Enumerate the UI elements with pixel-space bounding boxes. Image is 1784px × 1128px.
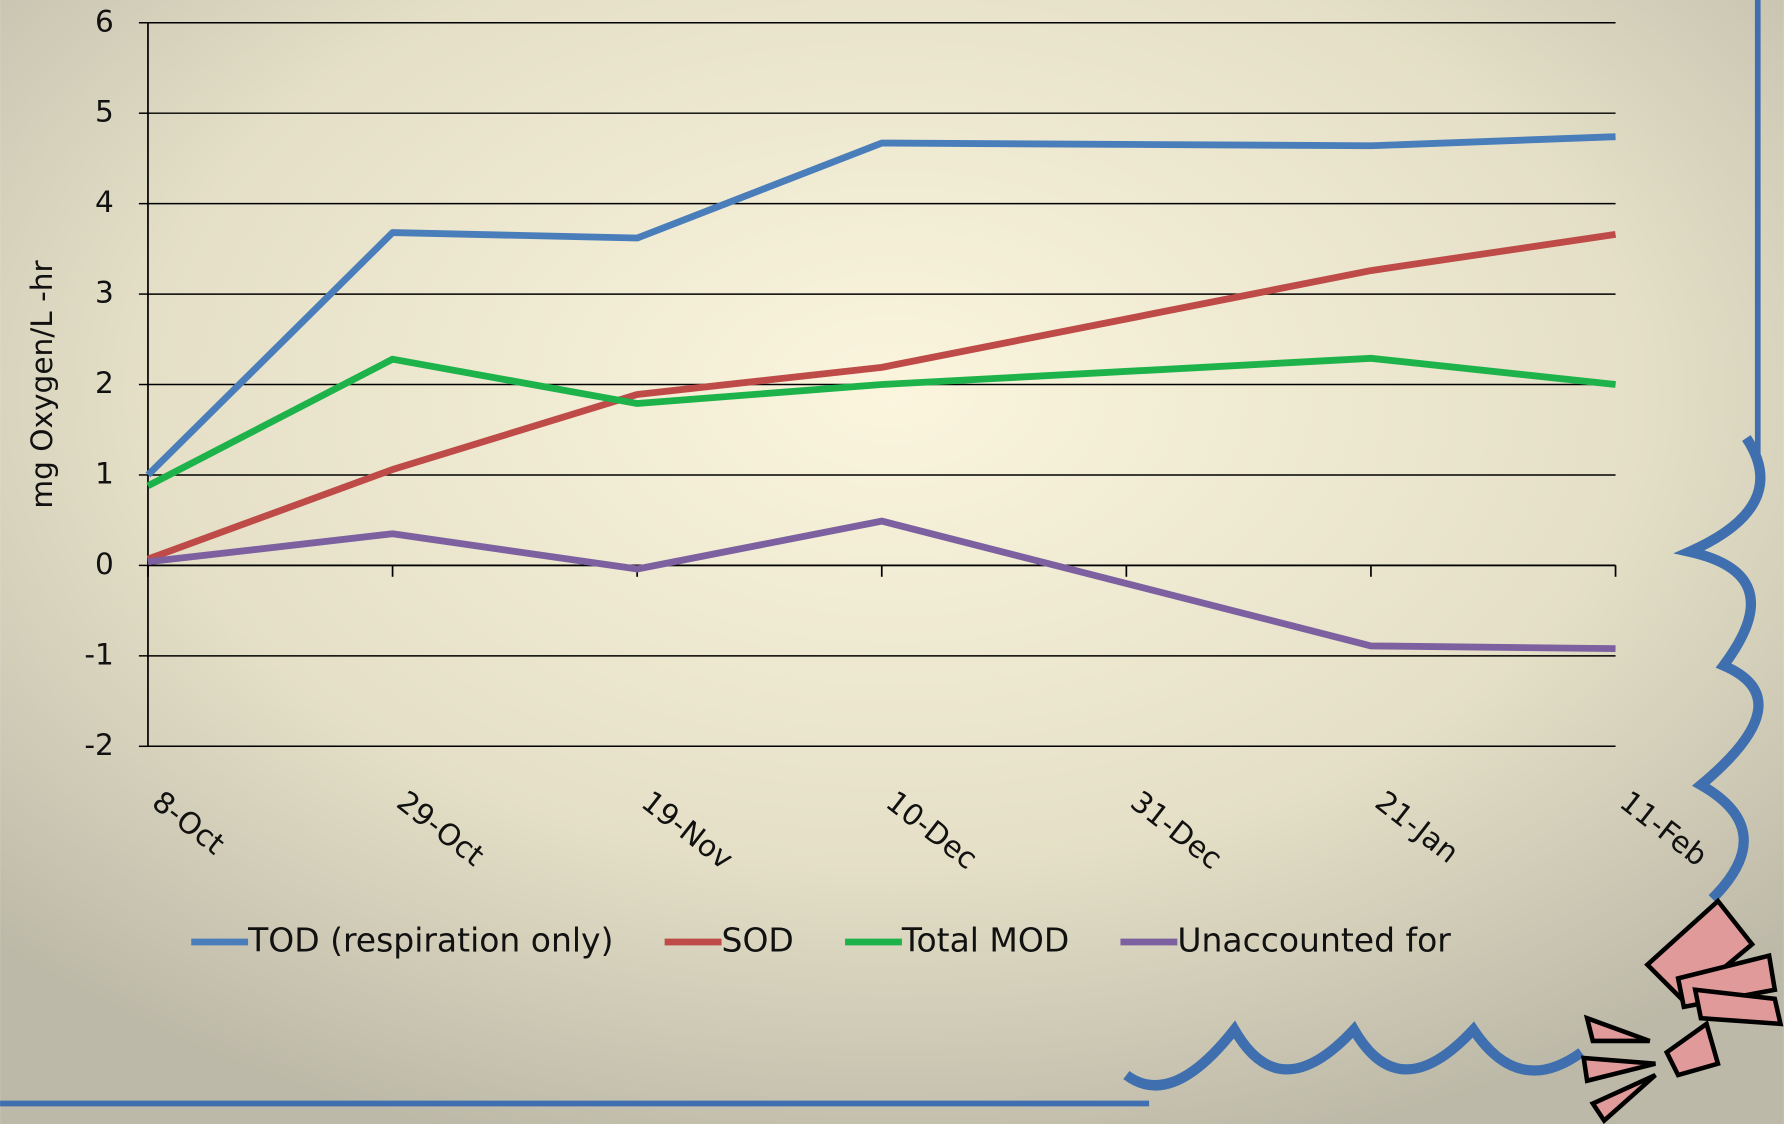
y-tick-label: -2: [84, 728, 113, 762]
legend-label: Total MOD: [901, 920, 1069, 959]
y-tick-label: 5: [95, 95, 114, 129]
legend-label: SOD: [722, 920, 794, 959]
y-tick-label: 4: [95, 185, 114, 219]
chart: mg Oxygen/L -hr -2-101234568-Oct29-Oct19…: [0, 0, 1784, 1124]
y-tick-label: -1: [84, 637, 113, 671]
y-tick-label: 0: [95, 547, 114, 581]
legend-label: Unaccounted for: [1177, 920, 1451, 959]
y-tick-label: 2: [95, 366, 114, 400]
y-tick-label: 3: [95, 276, 114, 310]
legend-label: TOD (respiration only): [247, 920, 613, 959]
y-axis-label: mg Oxygen/L -hr: [25, 260, 59, 509]
y-tick-label: 6: [95, 4, 114, 38]
y-tick-label: 1: [95, 456, 114, 490]
